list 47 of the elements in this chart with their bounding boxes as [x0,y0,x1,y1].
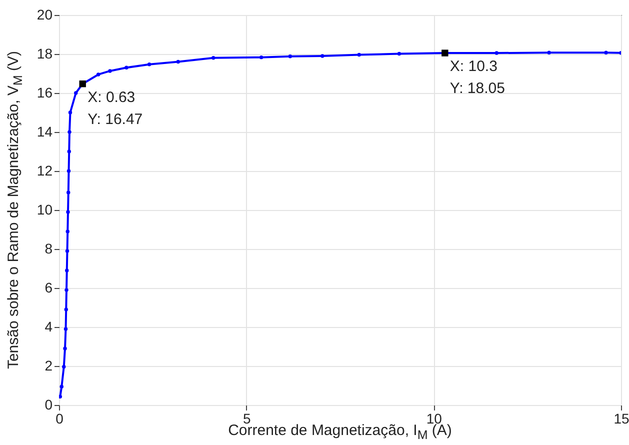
point [64,268,69,272]
point [259,55,264,60]
y-tick-label: 16 [36,84,53,100]
point [64,327,68,331]
x-tick-label: 15 [614,410,629,426]
point [108,69,112,73]
x-tick-label: 5 [242,410,251,426]
y-tick-label: 12 [36,162,53,178]
point [60,384,64,389]
point [147,62,152,66]
point [66,169,71,173]
point [547,50,551,54]
point [68,130,72,134]
y-tick-label: 4 [44,318,53,334]
point [63,346,67,350]
point [64,288,68,292]
x-tick-label: 0 [56,410,64,426]
y-tick-label: 10 [36,202,53,218]
point [67,150,71,154]
point [66,190,70,194]
point [176,60,180,64]
y-tick-label: 2 [44,358,53,374]
y-tick-label: 20 [36,6,53,22]
point [494,51,498,55]
point [66,210,70,214]
point [320,54,324,58]
annotation: X: 10.3 Y: 18.05 [450,58,505,98]
point [62,364,66,369]
y-tick-label: 14 [36,124,53,140]
point [604,50,608,54]
point [64,308,68,312]
point [96,72,100,76]
point [357,52,361,57]
point [59,394,62,398]
point [68,110,72,114]
point [397,52,402,56]
y-tick-label: 18 [36,46,53,62]
point [211,56,216,60]
annotation: X: 0.63 Y: 16.47 [88,88,143,128]
point [65,249,70,253]
point [124,66,128,70]
point [288,54,292,58]
y-tick-label: 0 [44,396,53,412]
y-tick-label: 8 [44,240,53,256]
point [66,230,70,234]
y-tick-label: 6 [44,280,53,296]
point [74,91,78,95]
